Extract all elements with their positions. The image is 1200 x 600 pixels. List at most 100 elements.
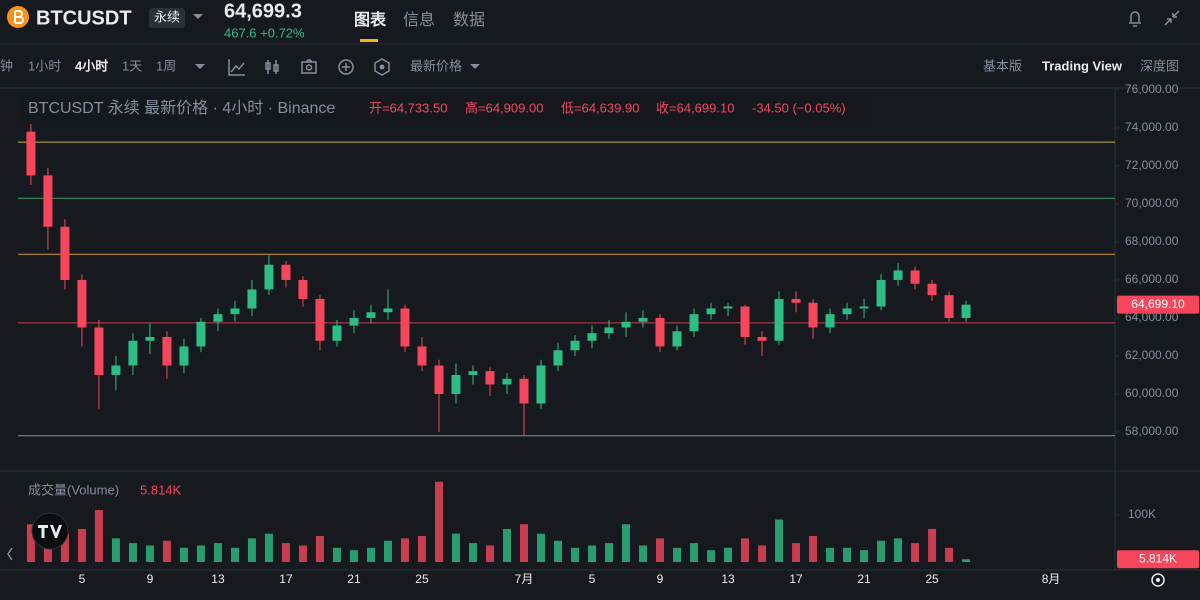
tv-logo-glyph [38,525,62,538]
candle-body [400,308,410,347]
scroll-left[interactable] [7,547,13,561]
collapse-icon[interactable] [1164,10,1180,26]
volume-tag-label: 5.814K [1139,551,1177,565]
price-source-dropdown[interactable] [470,64,480,69]
volume-bar [860,550,869,562]
legend-change: -34.50 (−0.05%) [752,100,846,115]
interval[interactable]: 1周 [156,58,176,73]
settings-dot [379,64,385,70]
contract: 永续 [154,9,180,24]
interval[interactable]: 1小时 [28,58,61,73]
tab[interactable]: 信息 [403,11,435,29]
candle-body [26,131,36,176]
interval-dropdown[interactable] [195,64,205,69]
volume-bar [26,524,35,562]
volume-bar [894,538,903,562]
volume-title: 成交量(Volume) [28,482,119,497]
candle-body [519,378,529,404]
y-tick-label: 72,000.00 [1125,158,1179,172]
volume-bar [196,545,205,562]
bell-icon[interactable] [1129,11,1141,27]
last-price: 64,699.3 [224,0,302,22]
volume-bar [962,559,971,562]
candle-body [417,346,427,366]
tab[interactable]: 数据 [453,11,485,29]
candle-body [723,306,733,309]
interval[interactable]: 1天 [122,58,142,73]
indicator-icon[interactable] [228,59,245,76]
view-option[interactable]: 深度图 [1140,58,1179,73]
tab[interactable]: 图表 [354,10,387,29]
volume-bar [298,545,307,562]
x-tick-label: 13 [211,572,225,586]
candle-body [145,336,155,341]
volume-bar [400,538,409,562]
symbol-dropdown[interactable] [193,14,203,19]
candle-body [485,371,495,385]
y-tick-label: 70,000.00 [1125,196,1179,210]
volume-bar [792,543,801,562]
legend-backdrop [20,96,870,122]
candle-body [451,374,461,394]
symbol[interactable]: BTCUSDT [36,7,132,29]
add-icon[interactable] [338,59,354,75]
interval[interactable]: 4小时 [75,58,108,73]
settings-icon[interactable] [374,58,390,76]
volume-bar [485,545,494,562]
candle-body [961,304,971,318]
add-glyph [342,63,350,71]
x-tick-label: 9 [657,572,664,586]
candle-type-icon[interactable] [265,60,279,74]
candle-body [859,306,869,309]
x-tick-label: 9 [147,572,154,586]
candle-body [94,327,104,375]
candle-body [927,283,937,296]
volume-bar [622,524,631,562]
y-tick-label: 60,000.00 [1125,386,1179,400]
volume-bar [128,543,137,562]
x-tick-label: 21 [347,572,361,586]
volume-bar [315,536,324,562]
price-source[interactable]: 最新价格 [410,58,462,73]
volume-bar [724,547,733,562]
candle-body [366,312,376,318]
volume-bar [877,540,886,562]
volume-bar [553,540,562,562]
candle-body [196,321,206,347]
candle-body [536,365,546,404]
volume-bar [928,528,937,562]
volume-bar [758,545,767,562]
volume-bar [605,543,614,562]
candle-body [230,308,240,315]
candle-body [264,264,274,290]
view-option[interactable]: 基本版 [983,58,1022,73]
volume-bar [945,547,954,562]
volume-last: 5.814K [140,482,182,497]
candle-body [502,378,512,385]
view-option[interactable]: Trading View [1042,58,1123,73]
y-tick-label: 58,000.00 [1125,424,1179,438]
y-tick-label: 68,000.00 [1125,234,1179,248]
candle-body [842,308,852,315]
axis-settings[interactable] [1151,573,1165,587]
candle-body [298,279,308,299]
volume-bar [656,538,665,562]
interval[interactable]: 钟 [0,58,13,73]
x-tick-label: 8月 [1042,572,1061,586]
volume-bar [247,538,256,562]
candle-body [621,321,631,328]
legend-title: BTCUSDT 永续 最新价格 · 4小时 · Binance [28,99,335,117]
candle-body [434,365,444,394]
candle-body [689,314,699,332]
volume-bar [639,545,648,562]
volume-bar [230,547,239,562]
volume-bar [434,481,443,562]
volume-tag [1117,550,1199,569]
snapshot-lens [305,64,313,71]
tv-logo[interactable] [31,512,69,550]
snapshot-icon[interactable] [301,59,317,74]
volume-bar [94,510,103,562]
